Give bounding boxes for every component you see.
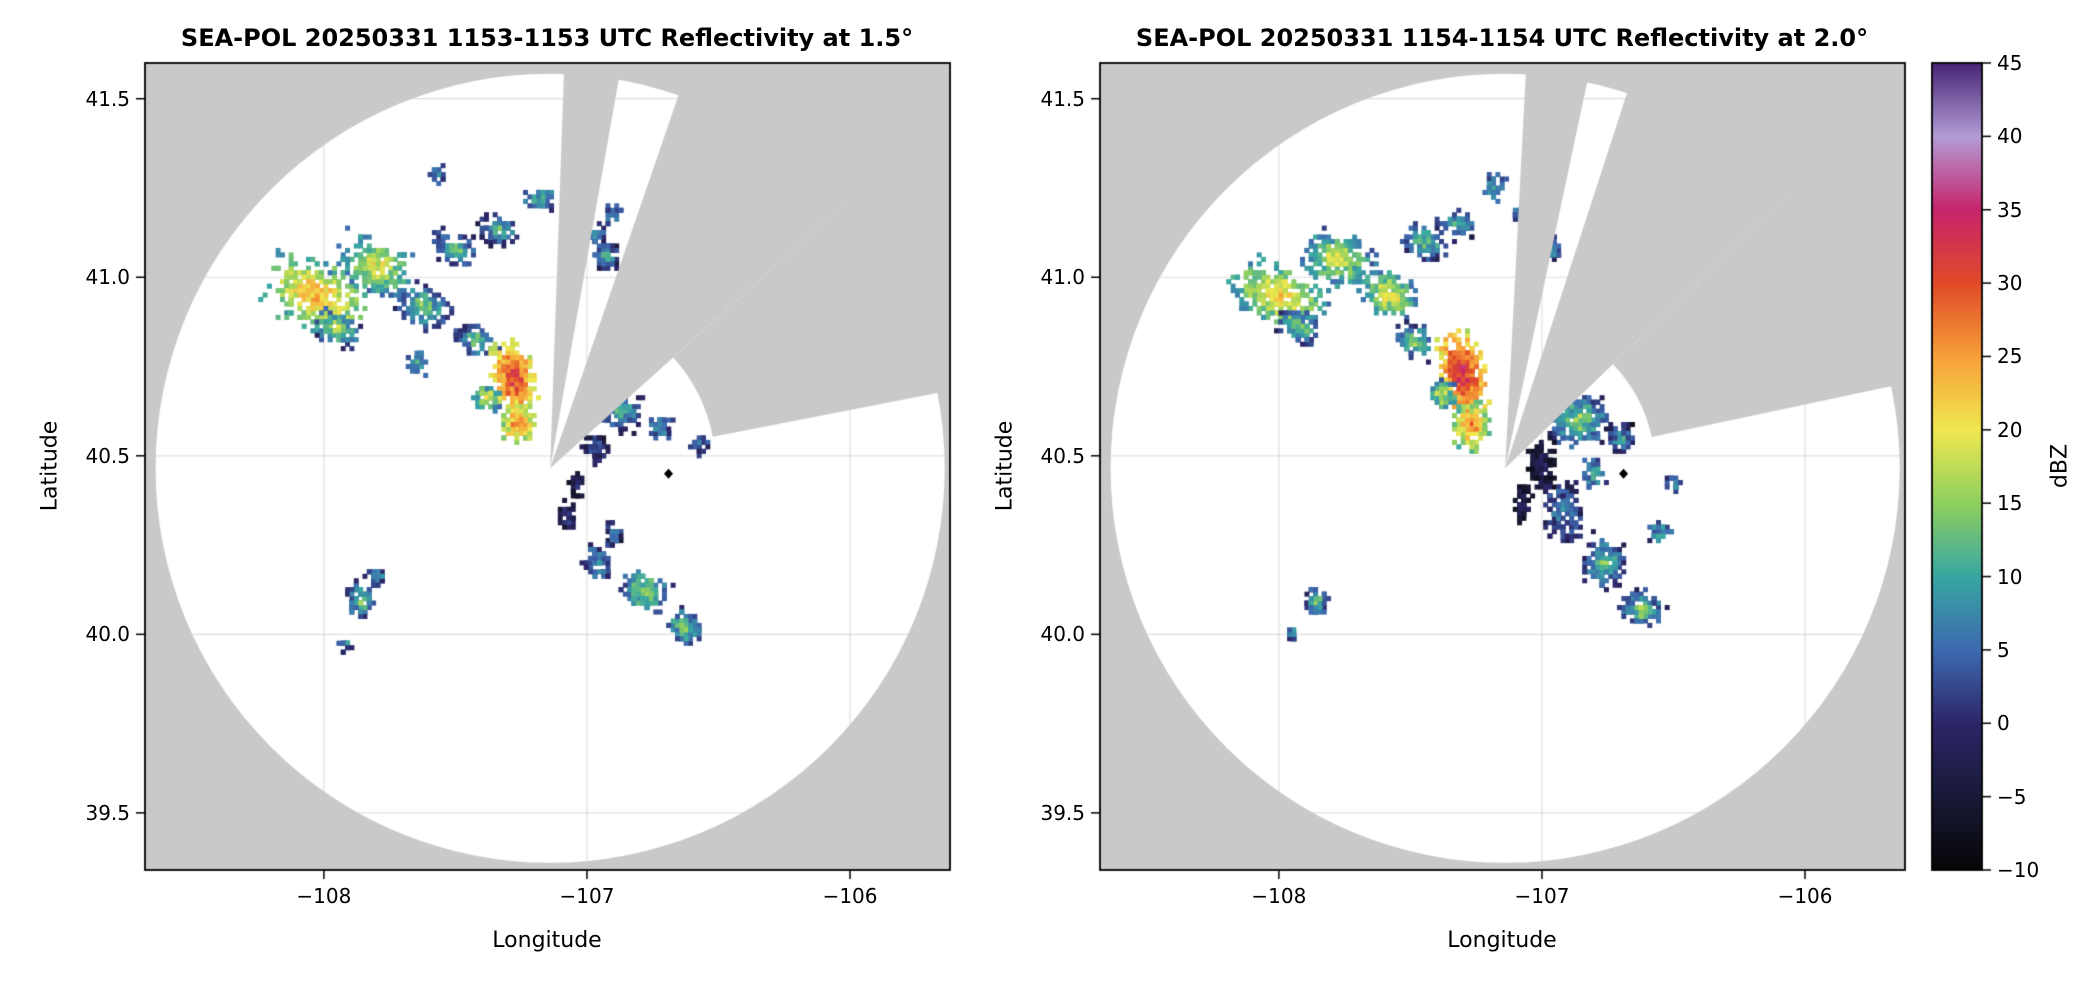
colorbar-tick-label: 25 <box>1997 344 2023 369</box>
x-tick-label: −107 <box>1514 884 1570 908</box>
colorbar-tick-label: 0 <box>1997 711 2010 736</box>
colorbar-tick-label: 45 <box>1997 51 2023 75</box>
y-tick-label: 41.0 <box>1040 265 1085 290</box>
colorbar-tick-label: 5 <box>1997 637 2010 662</box>
y-tick-label: 41.5 <box>1040 86 1085 111</box>
colorbar-tick-label: 40 <box>1997 124 2023 149</box>
x-tick-label: −108 <box>1251 884 1307 908</box>
y-tick-label: 40.5 <box>85 443 130 468</box>
right-x-axis-label: Longitude <box>1447 928 1557 953</box>
x-tick-label: −107 <box>559 884 615 908</box>
colorbar <box>1932 63 1982 870</box>
left-panel-title: SEA-POL 20250331 1153-1153 UTC Reflectiv… <box>180 24 914 52</box>
colorbar-tick-label: 35 <box>1997 197 2023 222</box>
colorbar-axis-label: dBZ <box>2047 443 2073 489</box>
y-tick-label: 39.5 <box>85 800 130 825</box>
y-tick-label: 40.0 <box>1040 622 1085 647</box>
y-tick-label: 40.0 <box>85 622 130 647</box>
colorbar-tick-label: 15 <box>1997 491 2023 516</box>
colorbar-tick-label: 20 <box>1997 417 2023 442</box>
right-radar-panel <box>1100 63 1905 870</box>
colorbar-tick-label: 30 <box>1997 271 2023 296</box>
colorbar-tick-label: −5 <box>1997 784 2027 809</box>
x-tick-label: −106 <box>822 884 878 908</box>
left-x-axis-label: Longitude <box>492 928 602 953</box>
x-tick-label: −106 <box>1777 884 1833 908</box>
right-panel-title: SEA-POL 20250331 1154-1154 UTC Reflectiv… <box>1135 24 1869 52</box>
y-tick-label: 39.5 <box>1040 800 1085 825</box>
left-radar-panel <box>145 63 950 870</box>
x-tick-label: −108 <box>296 884 352 908</box>
colorbar-tick-label: 10 <box>1997 564 2023 589</box>
y-tick-label: 40.5 <box>1040 443 1085 468</box>
colorbar-tick-label: −10 <box>1997 858 2040 882</box>
y-tick-label: 41.5 <box>85 86 130 111</box>
y-tick-label: 41.0 <box>85 265 130 290</box>
